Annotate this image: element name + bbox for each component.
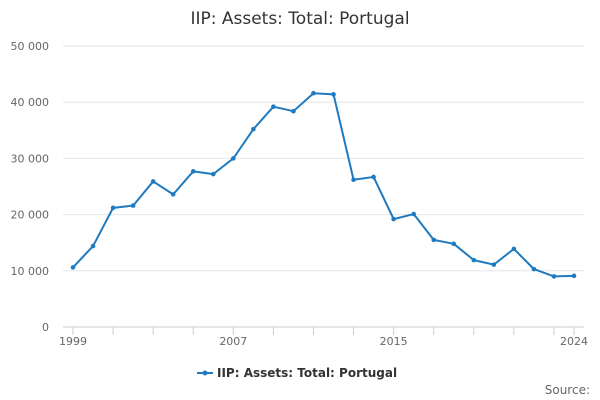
data-point[interactable] <box>210 171 216 177</box>
source-label: Source: <box>545 383 590 397</box>
gridlines <box>63 45 584 272</box>
data-point[interactable] <box>371 174 376 180</box>
data-point[interactable] <box>110 205 116 211</box>
y-tick-label: 40 000 <box>11 96 50 109</box>
x-tick-label: 2007 <box>219 335 247 348</box>
data-point[interactable] <box>291 108 296 114</box>
data-point[interactable] <box>251 126 256 132</box>
y-tick-label: 10 000 <box>11 265 50 278</box>
data-point[interactable] <box>271 104 276 109</box>
data-point[interactable] <box>311 90 316 96</box>
data-point[interactable] <box>130 203 136 208</box>
y-tick-label: 30 000 <box>11 152 50 165</box>
data-point[interactable] <box>70 265 76 270</box>
chart-title: IIP: Assets: Total: Portugal <box>190 9 409 29</box>
data-point[interactable] <box>231 156 236 161</box>
data-point[interactable] <box>90 243 96 249</box>
data-point[interactable] <box>331 92 336 97</box>
x-tick-label: 2024 <box>560 335 588 348</box>
data-point[interactable] <box>491 262 497 267</box>
data-point[interactable] <box>411 211 416 217</box>
y-tick-label: 50 000 <box>11 40 50 53</box>
legend[interactable]: IIP: Assets: Total: Portugal <box>197 366 397 380</box>
data-point[interactable] <box>351 177 356 183</box>
y-tick-label: 20 000 <box>11 209 50 222</box>
y-tick-label: 0 <box>42 321 49 334</box>
data-point[interactable] <box>190 169 196 174</box>
data-point[interactable] <box>431 237 437 243</box>
axes: 0 10 000 20 000 30 000 40 000 50 000 1999 2007 2… <box>11 40 589 348</box>
data-point[interactable] <box>511 246 517 252</box>
data-point[interactable] <box>571 273 577 279</box>
x-tick-label: 1999 <box>59 335 87 348</box>
data-point[interactable] <box>551 274 557 279</box>
data-point[interactable] <box>170 192 176 197</box>
data-point[interactable] <box>531 266 537 272</box>
series-line <box>72 92 575 278</box>
data-point[interactable] <box>391 216 396 222</box>
data-point[interactable] <box>471 257 477 263</box>
legend-marker-swatch <box>202 370 208 376</box>
data-point[interactable] <box>451 241 457 247</box>
legend-label: IIP: Assets: Total: Portugal <box>217 366 397 380</box>
series-layer <box>70 90 577 279</box>
data-point[interactable] <box>150 179 156 184</box>
x-tick-label: 2015 <box>380 335 408 348</box>
